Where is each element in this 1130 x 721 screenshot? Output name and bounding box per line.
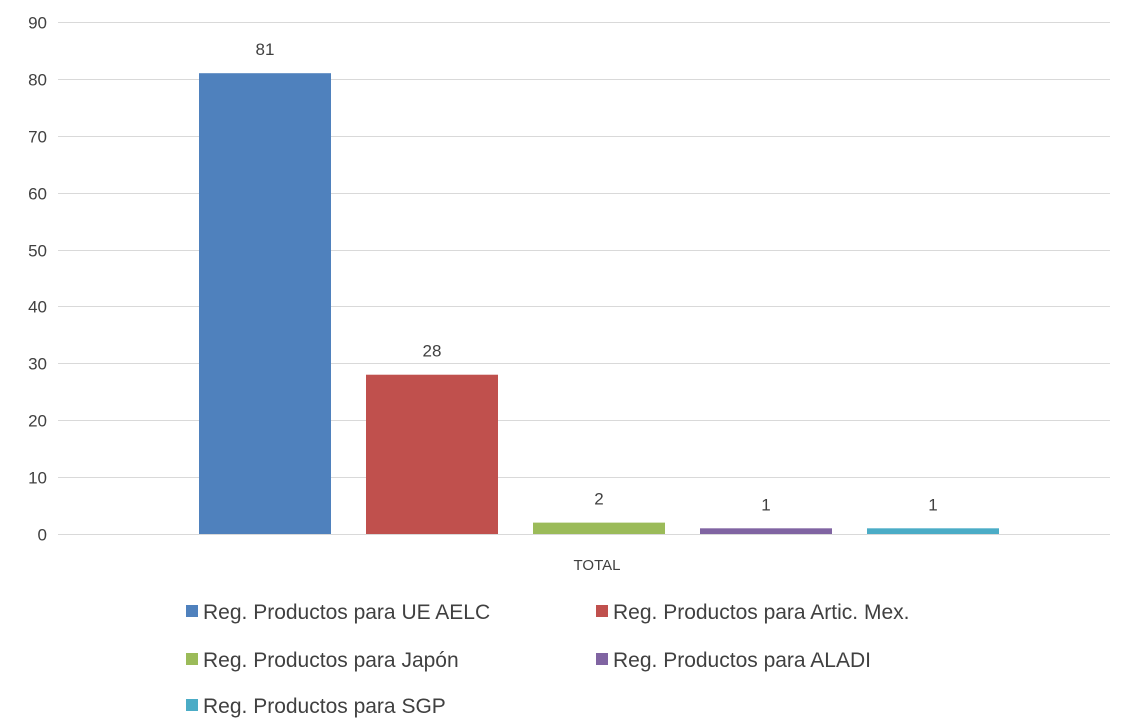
legend-label: Reg. Productos para SGP — [203, 695, 446, 718]
x-axis: TOTAL — [574, 557, 621, 574]
legend-label: Reg. Productos para ALADI — [613, 649, 871, 672]
legend: Reg. Productos para UE AELC Reg. Producto… — [186, 601, 909, 718]
y-tick-label: 50 — [28, 242, 47, 261]
data-label: 2 — [594, 490, 603, 509]
bars — [199, 73, 999, 534]
data-label: 81 — [256, 40, 275, 59]
legend-item: Reg. Productos para Japón — [186, 649, 459, 672]
legend-swatch — [596, 605, 608, 617]
y-tick-label: 40 — [28, 298, 47, 317]
legend-swatch — [186, 653, 198, 665]
data-label: 1 — [761, 495, 770, 514]
legend-label: Reg. Productos para Japón — [203, 649, 459, 672]
legend-item: Reg. Productos para Artic. Mex. — [596, 601, 909, 624]
bar — [199, 73, 331, 534]
legend-label: Reg. Productos para UE AELC — [203, 601, 490, 624]
legend-item: Reg. Productos para ALADI — [596, 649, 871, 672]
bar — [533, 522, 665, 534]
y-tick-label: 80 — [28, 71, 47, 90]
legend-item: Reg. Productos para UE AELC — [186, 601, 490, 624]
legend-swatch — [186, 699, 198, 711]
data-label: 1 — [928, 495, 937, 514]
y-tick-label: 90 — [28, 14, 47, 33]
data-labels: 81 28 2 1 1 — [256, 40, 938, 514]
y-tick-label: 70 — [28, 128, 47, 147]
legend-label: Reg. Productos para Artic. Mex. — [613, 601, 909, 624]
y-tick-label: 0 — [38, 526, 47, 545]
legend-item: Reg. Productos para SGP — [186, 695, 446, 718]
legend-swatch — [596, 653, 608, 665]
y-tick-label: 10 — [28, 469, 47, 488]
y-axis: 0 10 20 30 40 50 60 70 80 90 — [28, 14, 47, 545]
legend-swatch — [186, 605, 198, 617]
bar — [700, 528, 832, 534]
y-tick-label: 30 — [28, 355, 47, 374]
bar — [867, 528, 999, 534]
y-tick-label: 60 — [28, 185, 47, 204]
data-label: 28 — [423, 342, 442, 361]
bar — [366, 374, 498, 534]
x-tick-label: TOTAL — [574, 557, 621, 574]
y-tick-label: 20 — [28, 412, 47, 431]
